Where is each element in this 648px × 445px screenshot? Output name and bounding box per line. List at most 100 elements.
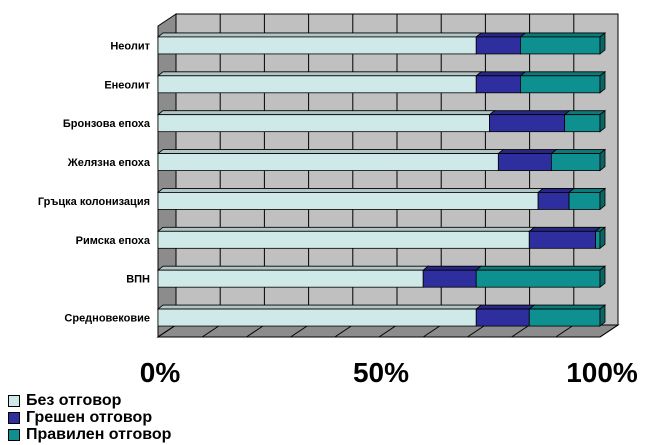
bar-front [157,114,490,133]
bar-segment [550,148,607,172]
bar-segment [156,304,483,327]
legend-swatch [8,394,20,407]
bar-top [567,188,607,193]
bar-top [156,226,536,232]
bar-top [475,32,527,38]
bar-end [599,265,606,289]
bar-segment [475,304,536,327]
bar-front [528,230,596,249]
bar-top [156,265,430,271]
category-label: Енеолит [104,79,150,91]
gridline-floor [290,324,309,338]
bar-segment [156,32,483,55]
bar-top [550,149,607,154]
bar-segment [156,149,505,171]
bar-segment [475,32,527,55]
bar-top [475,304,536,310]
bar-segment [528,304,607,327]
bar-front [475,75,521,94]
bar-top [528,226,602,232]
legend-label: Грешен отговор [26,409,153,426]
category-label: Римска епоха [76,235,151,247]
bar-top [488,110,571,116]
side-wall [157,13,177,338]
gridline-floor [201,324,221,338]
bar-front [157,36,477,55]
bar-top [156,304,483,310]
bar-segment [156,265,430,288]
bar-front [157,192,539,210]
x-tick-labels: 0% 50% 100% [140,357,638,388]
bar-segment [567,187,607,211]
gridline-floor [246,324,265,338]
category-label: Неолит [110,40,150,52]
bar-top [156,71,483,77]
bar-segment [528,226,602,249]
bar-front [497,153,552,171]
legend-item: Правилен отговор [8,426,248,443]
bar-segment [156,71,483,94]
gridline-floor [334,324,354,338]
bar-segment [156,188,545,210]
gridline-floor [422,324,442,338]
bar-end [599,187,606,211]
bar-segment [488,110,571,133]
bar-top [519,71,607,77]
bar-end [599,148,606,172]
bar-front [520,75,601,94]
bar-front [564,114,601,133]
bar-front [568,192,601,210]
bar-front [422,269,477,288]
bar-segment [563,109,607,133]
bar-top [156,149,505,154]
bar-top [519,32,607,38]
gridline-floor [378,324,398,338]
bar-front [157,75,477,94]
bar-front [157,153,499,171]
bar-front [157,269,424,288]
legend-swatch [8,411,20,424]
gridline-floor [599,324,619,338]
bar-front [595,230,601,249]
legend-label: Без отговор [26,392,122,409]
category-labels: Неолит Енеолит Бронзова епоха Желязна епоха… [38,40,151,324]
bar-segment [422,265,483,288]
bars [156,32,607,327]
bar-top [475,265,607,271]
bar-front [489,114,566,133]
bar-top [563,110,607,116]
bar-top [475,71,527,77]
bar-top [422,265,483,271]
gridline-floor [511,324,530,338]
bar-top [156,110,496,116]
legend-label: Правилен отговор [26,426,172,443]
bar-front [550,153,601,171]
bar-segment [519,32,607,55]
x-tick-label: 100% [566,357,638,388]
bar-top [156,188,545,193]
bar-top [156,32,483,38]
category-label: Средновековие [64,313,150,325]
bar-segment [475,265,607,289]
gridline-floor [555,324,575,338]
bar-front [157,230,530,249]
bar-top [497,149,558,154]
bar-end [599,304,606,327]
category-label: ВПН [126,274,150,286]
bar-segment [536,188,576,210]
bar-end [599,70,606,94]
bar-front [475,269,601,288]
bar-segment [497,149,558,171]
bar-segment [156,226,536,249]
legend-item: Грешен отговор [8,409,248,426]
bar-front [475,36,521,55]
bar-front [537,192,570,210]
bar-front [528,308,601,327]
x-tick-label: 50% [353,357,409,388]
gridline-floor [157,324,177,338]
category-label: Бронзова епоха [63,118,151,130]
legend: Без отговор Грешен отговор Правилен отгово… [8,392,248,444]
bar-end [599,32,606,55]
bar-front [157,308,477,327]
